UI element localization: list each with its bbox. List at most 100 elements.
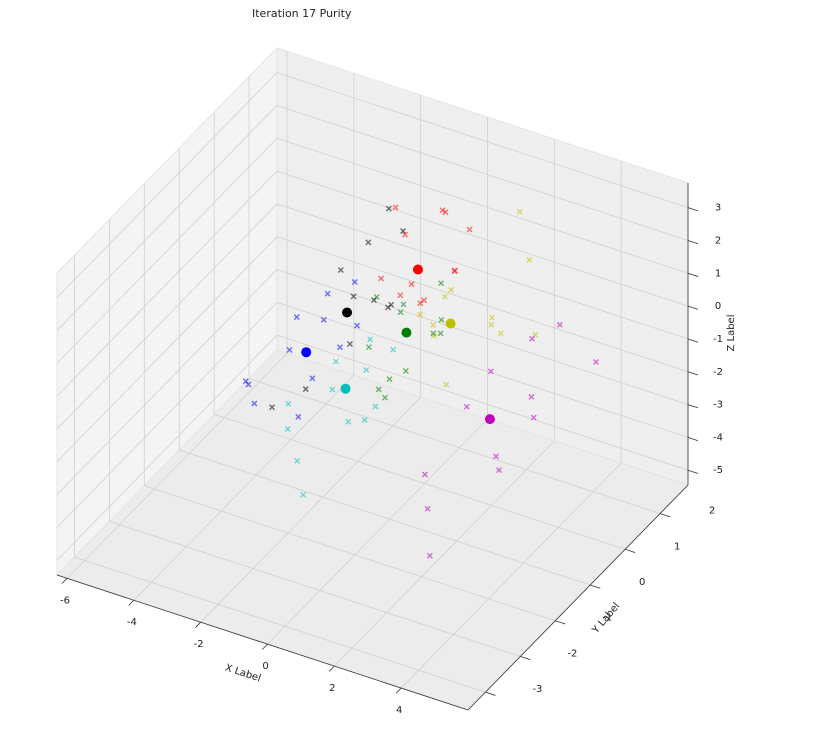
centroid xyxy=(412,264,423,275)
point xyxy=(390,346,397,353)
z-tick-label: -4 xyxy=(713,432,723,443)
tick-mark xyxy=(485,691,496,696)
point xyxy=(466,226,473,233)
z-tick-label: 2 xyxy=(715,235,721,246)
point xyxy=(251,400,258,407)
tick-mark xyxy=(195,621,201,628)
z-tick-label: 3 xyxy=(715,203,721,214)
y-tick-label: 0 xyxy=(639,577,645,588)
grid-line xyxy=(334,440,555,667)
point xyxy=(493,453,500,460)
point xyxy=(443,381,450,388)
grid-line xyxy=(400,462,622,689)
tick-mark xyxy=(659,513,671,518)
z-tick-label: -5 xyxy=(713,465,723,476)
point xyxy=(400,227,407,234)
point xyxy=(430,330,437,337)
tick-mark xyxy=(555,620,566,625)
point xyxy=(516,208,523,215)
grid-line xyxy=(66,353,288,579)
point xyxy=(402,231,409,238)
point xyxy=(294,457,301,464)
point xyxy=(437,330,444,337)
grid-line xyxy=(56,236,278,463)
point xyxy=(530,414,537,421)
point xyxy=(336,344,343,351)
tick-mark xyxy=(687,305,699,310)
tick-mark xyxy=(687,207,699,212)
tick-mark xyxy=(61,578,68,584)
grid-line xyxy=(179,449,591,586)
point xyxy=(451,268,458,275)
tick-mark xyxy=(328,665,335,672)
point xyxy=(295,413,302,420)
point xyxy=(372,403,379,410)
point xyxy=(269,404,276,411)
tick-mark xyxy=(625,548,636,553)
grid-line xyxy=(276,334,689,471)
point xyxy=(302,386,309,393)
point xyxy=(386,376,393,383)
point xyxy=(487,368,494,375)
grid-line xyxy=(74,556,486,693)
point xyxy=(284,426,291,432)
tick-mark xyxy=(261,643,268,650)
point xyxy=(526,256,533,263)
point xyxy=(556,321,563,328)
y-tick-label: 1 xyxy=(674,541,680,552)
y-tick-label: -2 xyxy=(567,648,577,659)
tick-mark xyxy=(687,404,699,409)
point xyxy=(242,378,249,385)
tick-mark xyxy=(687,469,699,474)
grid-line xyxy=(276,269,689,405)
y-tick-label: 2 xyxy=(709,506,715,517)
point xyxy=(402,367,409,374)
grid-line xyxy=(276,236,689,373)
point xyxy=(417,311,424,318)
centroid xyxy=(340,383,351,394)
tick-mark xyxy=(590,584,601,589)
centroid xyxy=(301,347,312,358)
point xyxy=(300,491,307,498)
z-axis-label: Z Label xyxy=(726,314,737,351)
point xyxy=(397,309,404,316)
point xyxy=(448,286,455,293)
y-tick-label: -3 xyxy=(532,684,542,695)
point xyxy=(421,471,428,478)
point xyxy=(354,322,361,329)
centroid xyxy=(484,414,495,425)
grid-line xyxy=(56,269,278,495)
grid-line xyxy=(144,485,556,622)
grid-line xyxy=(276,72,689,208)
point xyxy=(286,346,293,353)
point xyxy=(293,314,300,321)
grid-line xyxy=(56,170,278,397)
point xyxy=(430,321,437,328)
grid-line xyxy=(267,418,488,645)
tick-mark xyxy=(687,240,699,245)
point xyxy=(438,280,445,287)
z-tick-label: -3 xyxy=(713,400,723,411)
point xyxy=(417,300,424,307)
point xyxy=(320,316,327,323)
point xyxy=(324,290,331,297)
y-axis-label: Y Label xyxy=(590,601,622,637)
point xyxy=(385,304,392,311)
point xyxy=(489,314,496,321)
point xyxy=(370,297,377,304)
grid-line xyxy=(248,378,661,514)
point xyxy=(400,301,407,308)
point xyxy=(367,336,374,343)
point xyxy=(365,239,372,246)
grid-line xyxy=(200,396,421,623)
point xyxy=(363,367,370,374)
x-axis-label: X Label xyxy=(224,663,263,685)
point xyxy=(385,205,392,212)
x-tick-label: -4 xyxy=(127,617,137,628)
grid-line xyxy=(56,137,278,364)
y-tick-label: -1 xyxy=(602,613,612,624)
z-tick-label: -1 xyxy=(713,334,723,345)
point xyxy=(529,335,536,342)
point xyxy=(365,344,372,351)
